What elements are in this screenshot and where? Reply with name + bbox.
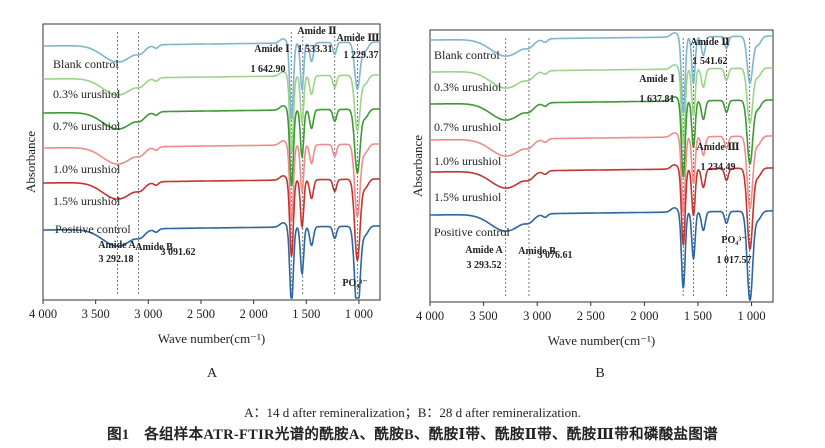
series-line [430, 131, 773, 214]
x-tick-label: 2 000 [240, 307, 268, 321]
panel-label: B [595, 366, 604, 381]
peak-annotation-title: Amide B [135, 242, 173, 253]
series-line [43, 221, 380, 299]
peak-annotation-title: Amide A [465, 245, 503, 256]
x-tick-label: 3 500 [82, 307, 110, 321]
series-line [43, 37, 380, 120]
peak-annotation-value: 1 541.62 [693, 56, 728, 67]
x-tick-label: 1 000 [738, 309, 766, 323]
series-label: Blank control [53, 57, 119, 71]
x-tick-label: 4 000 [416, 309, 444, 323]
peak-annotation-value: 3 091.62 [161, 247, 196, 258]
peak-annotation-title: Amide B [518, 246, 556, 257]
peak-annotation-title: Amide A [98, 240, 136, 251]
x-tick-label: 1 000 [345, 307, 373, 321]
x-axis-label: Wave number(cm⁻¹) [548, 333, 656, 348]
peak-annotation-value: 3 292.18 [99, 254, 134, 265]
x-tick-label: 4 000 [29, 307, 57, 321]
peak-annotation-title: PO₄³⁻ [342, 278, 367, 289]
series-label: 0.7% urushiol [53, 119, 121, 133]
peak-annotation-value: 1 229.37 [344, 50, 379, 61]
series-line [430, 31, 773, 114]
x-tick-label: 3 000 [134, 307, 162, 321]
figure-caption: 图1 各组样本ATR-FTIR光谱的酰胺A、酰胺B、酰胺Ⅰ带、酰胺Ⅱ带、酰胺Ⅲ带… [107, 427, 718, 443]
series-line [430, 63, 773, 146]
series-line [430, 206, 773, 301]
plot-frame [42, 23, 381, 301]
y-axis-label: Absorbance [410, 135, 425, 197]
peak-annotation-value: 1 234.49 [701, 162, 736, 173]
peak-annotation-title: Amide Ⅲ [336, 33, 379, 44]
chart-panel-A: 4 000 3 500 3 000 2 500 2 000 1 500 1 000 Wave … [23, 23, 381, 381]
peak-annotation-value: 3 076.61 [538, 250, 573, 261]
peak-annotation-title: Amide Ⅱ [297, 26, 336, 37]
panel-label: A [207, 366, 218, 381]
series-line [43, 104, 380, 187]
peak-annotation-title: PO₄³⁻ [721, 235, 746, 246]
peak-annotation-value: 1 637.81 [640, 94, 675, 105]
series-label: 0.3% urushiol [53, 87, 121, 101]
x-tick-label: 2 000 [630, 309, 658, 323]
plot-frame [429, 29, 774, 303]
peak-annotation-title: Amide Ⅲ [696, 142, 739, 153]
x-tick-label: 3 000 [523, 309, 551, 323]
x-tick-label: 1 500 [292, 307, 320, 321]
sub-caption: A：14 d after remineralization；B：28 d aft… [244, 405, 581, 420]
peak-annotation-title: Amide Ⅰ [254, 44, 290, 55]
series-line [43, 139, 380, 222]
series-label: Positive control [434, 225, 510, 239]
series-label: 1.0% urushiol [434, 154, 502, 168]
x-tick-label: 2 500 [187, 307, 215, 321]
series-label: 1.0% urushiol [53, 162, 121, 176]
figure-canvas: 4 000 3 500 3 000 2 500 2 000 1 500 1 000 Wave … [23, 23, 774, 381]
peak-annotation-value: 1 642.90 [251, 64, 286, 75]
chart-panel-B: 4 000 3 500 3 000 2 500 2 000 1 500 1 000 Wave … [410, 29, 774, 381]
x-axis-label: Wave number(cm⁻¹) [158, 331, 266, 346]
peak-annotation-value: 1 017.57 [717, 255, 752, 266]
peak-annotation-value: 1 533.31 [298, 44, 333, 55]
series-label: 1.5% urushiol [53, 194, 121, 208]
series-label: 0.7% urushiol [434, 120, 502, 134]
series-label: Blank control [434, 48, 500, 62]
x-tick-label: 3 500 [470, 309, 498, 323]
y-axis-label: Absorbance [23, 131, 38, 193]
series-label: Positive control [55, 222, 131, 236]
series-line [43, 70, 380, 153]
peak-annotation-title: Amide Ⅱ [690, 37, 729, 48]
peak-annotation-title: Amide Ⅰ [639, 74, 675, 85]
x-tick-label: 1 500 [684, 309, 712, 323]
series-label: 1.5% urushiol [434, 190, 502, 204]
series-line [430, 163, 773, 251]
series-label: 0.3% urushiol [434, 80, 502, 94]
series-line [43, 174, 380, 262]
peak-annotation-value: 3 293.52 [467, 260, 502, 271]
x-tick-label: 2 500 [577, 309, 605, 323]
series-line [430, 95, 773, 178]
